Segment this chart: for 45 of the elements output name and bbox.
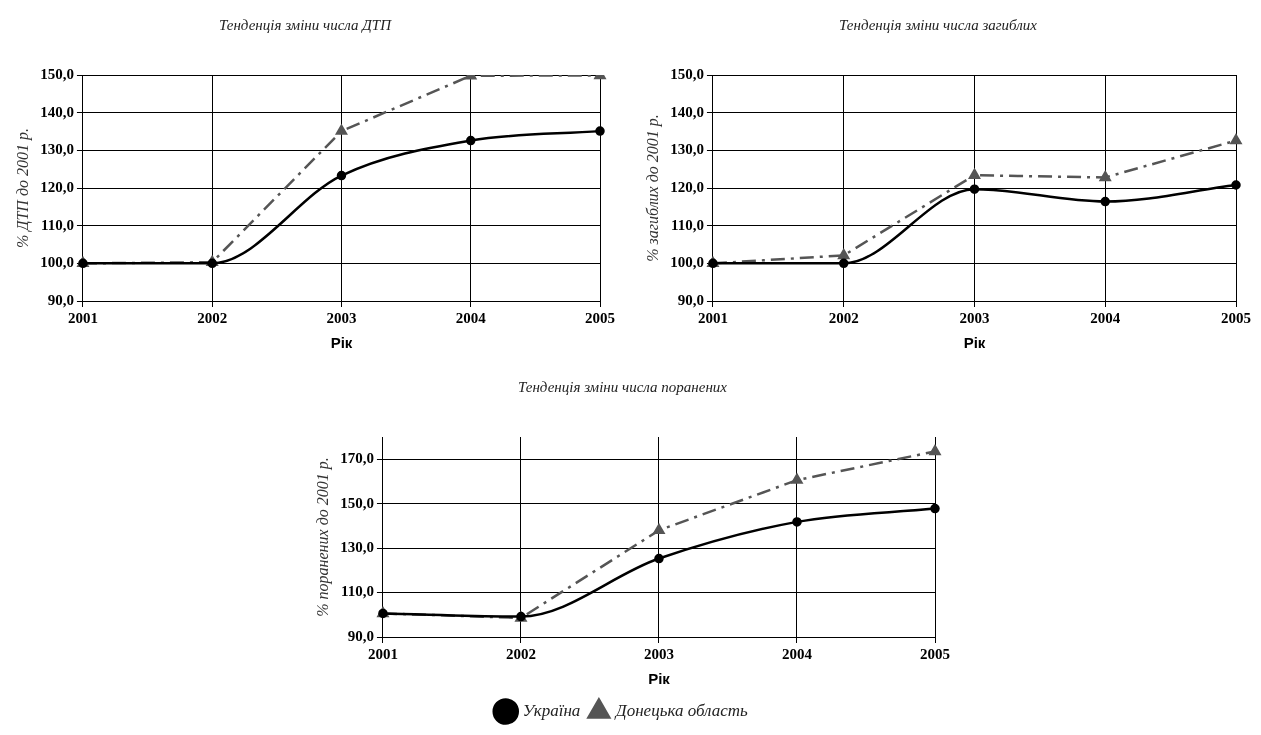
x-tick-label: 2001 [697,309,728,326]
x-tick-label: 2003 [959,309,990,326]
y-tick-label: 110,0 [671,216,704,233]
x-tick-label: 2005 [920,645,950,662]
y-tick-label: 90,0 [347,627,374,644]
x-tick-label: 2002 [197,309,228,326]
x-tick-label: 2002 [828,309,859,326]
y-axis-title: % загиблих до 2001 р. [643,114,662,262]
y-tick-label: 150,0 [340,494,374,511]
x-tick-label: 2001 [367,645,398,662]
y-axis-title: % ДТП до 2001 р. [13,127,32,249]
x-tick-label: 2003 [326,309,357,326]
y-tick-label: 90,0 [47,291,74,308]
x-tick-label: 2001 [67,309,98,326]
chart-title: Тенденція зміни числа ДТП [218,16,393,33]
y-tick-label: 90,0 [677,291,704,308]
x-tick-label: 2004 [1090,309,1121,326]
y-tick-label: 170,0 [340,450,374,467]
legend-label: Україна [522,700,581,720]
y-tick-label: 100,0 [670,254,704,271]
y-tick-label: 150,0 [670,65,704,82]
y-tick-label: 150,0 [40,65,74,82]
y-tick-label: 140,0 [40,103,74,120]
y-tick-label: 130,0 [670,141,704,158]
x-axis-title: Рік [330,334,353,352]
y-axis-title: % поранених до 2001 р. [313,457,332,617]
x-tick-label: 2004 [781,645,813,662]
y-tick-label: 130,0 [40,141,74,158]
chart-title: Тенденція зміни числа поранених [517,378,728,395]
x-axis-title: Рік [648,670,671,688]
y-tick-label: 100,0 [40,254,74,271]
y-tick-label: 110,0 [341,583,374,600]
y-tick-label: 130,0 [340,538,374,555]
x-tick-label: 2002 [505,645,536,662]
x-tick-label: 2005 [585,309,615,326]
x-tick-label: 2003 [643,645,674,662]
y-tick-label: 120,0 [40,178,74,195]
y-tick-label: 140,0 [670,103,704,120]
y-tick-label: 110,0 [41,216,74,233]
x-tick-label: 2005 [1221,309,1251,326]
legend-label: Донецька область [613,700,749,720]
x-tick-label: 2004 [455,309,487,326]
y-tick-label: 120,0 [670,178,704,195]
chart-title: Тенденція зміни числа загиблих [839,16,1038,33]
x-axis-title: Рік [963,334,986,352]
